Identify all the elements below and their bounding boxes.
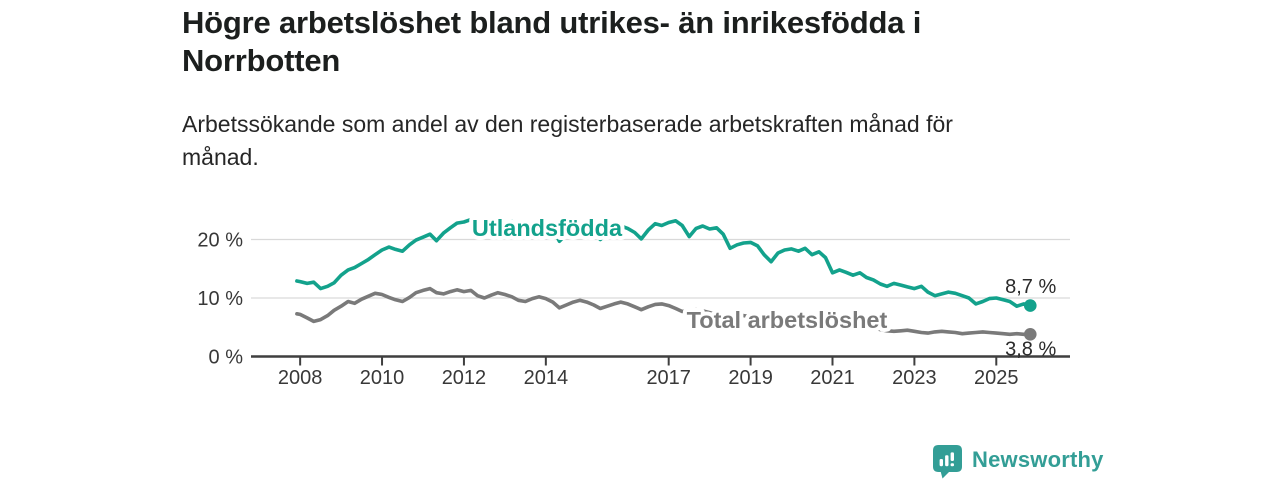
brand-name: Newsworthy: [972, 447, 1104, 472]
series-line-total-arbetsl-shet: [295, 286, 1033, 337]
logo-bar-tall: [945, 455, 949, 467]
page-title: Högre arbetslöshet bland utrikes- än inr…: [182, 4, 1142, 80]
x-tick-label-2010: 2010: [360, 367, 405, 389]
y-tick-label-0: 0 %: [209, 347, 244, 369]
logo-exclamation-bar: [950, 452, 954, 461]
x-tick-label-2012: 2012: [442, 367, 487, 389]
x-tick-label-2019: 2019: [728, 367, 773, 389]
y-tick-label-10: 10 %: [197, 288, 243, 310]
series-line-utlandsf-dda: [295, 217, 1033, 309]
page-title-line-2: Norrbotten: [182, 43, 341, 78]
series-label-total-arbetsl-shet: Total arbetslöshet: [687, 307, 888, 333]
series-end-dot-utlandsf-dda: [1023, 299, 1037, 312]
x-tick-label-2025: 2025: [974, 367, 1019, 389]
logo-bar-short: [939, 459, 943, 467]
series-end-value-total-arbetsl-shet: 3,8 %: [1005, 338, 1056, 360]
page-subtitle-line-2: månad.: [182, 144, 259, 170]
x-tick-label-2023: 2023: [892, 367, 937, 389]
page-title-line-1: Högre arbetslöshet bland utrikes- än inr…: [182, 5, 922, 40]
x-tick-label-2017: 2017: [646, 367, 691, 389]
series-label-utlandsf-dda: Utlandsfödda: [472, 215, 623, 241]
logo-exclamation-dot: [950, 463, 954, 467]
series-end-value-utlandsf-dda: 8,7 %: [1005, 276, 1056, 298]
series-end-dot-total-arbetsl-shet: [1023, 327, 1037, 341]
page-subtitle-line-1: Arbetssökande som andel av den registerb…: [182, 111, 953, 137]
x-tick-label-2014: 2014: [524, 367, 569, 389]
x-tick-label-2008: 2008: [278, 367, 323, 389]
page-subtitle: Arbetssökande som andel av den registerb…: [182, 108, 1082, 174]
x-tick-label-2021: 2021: [810, 367, 855, 389]
brand-footer: Newsworthy: [933, 445, 1104, 479]
y-tick-label-20: 20 %: [197, 230, 243, 252]
newsworthy-logo-icon: [933, 445, 962, 479]
